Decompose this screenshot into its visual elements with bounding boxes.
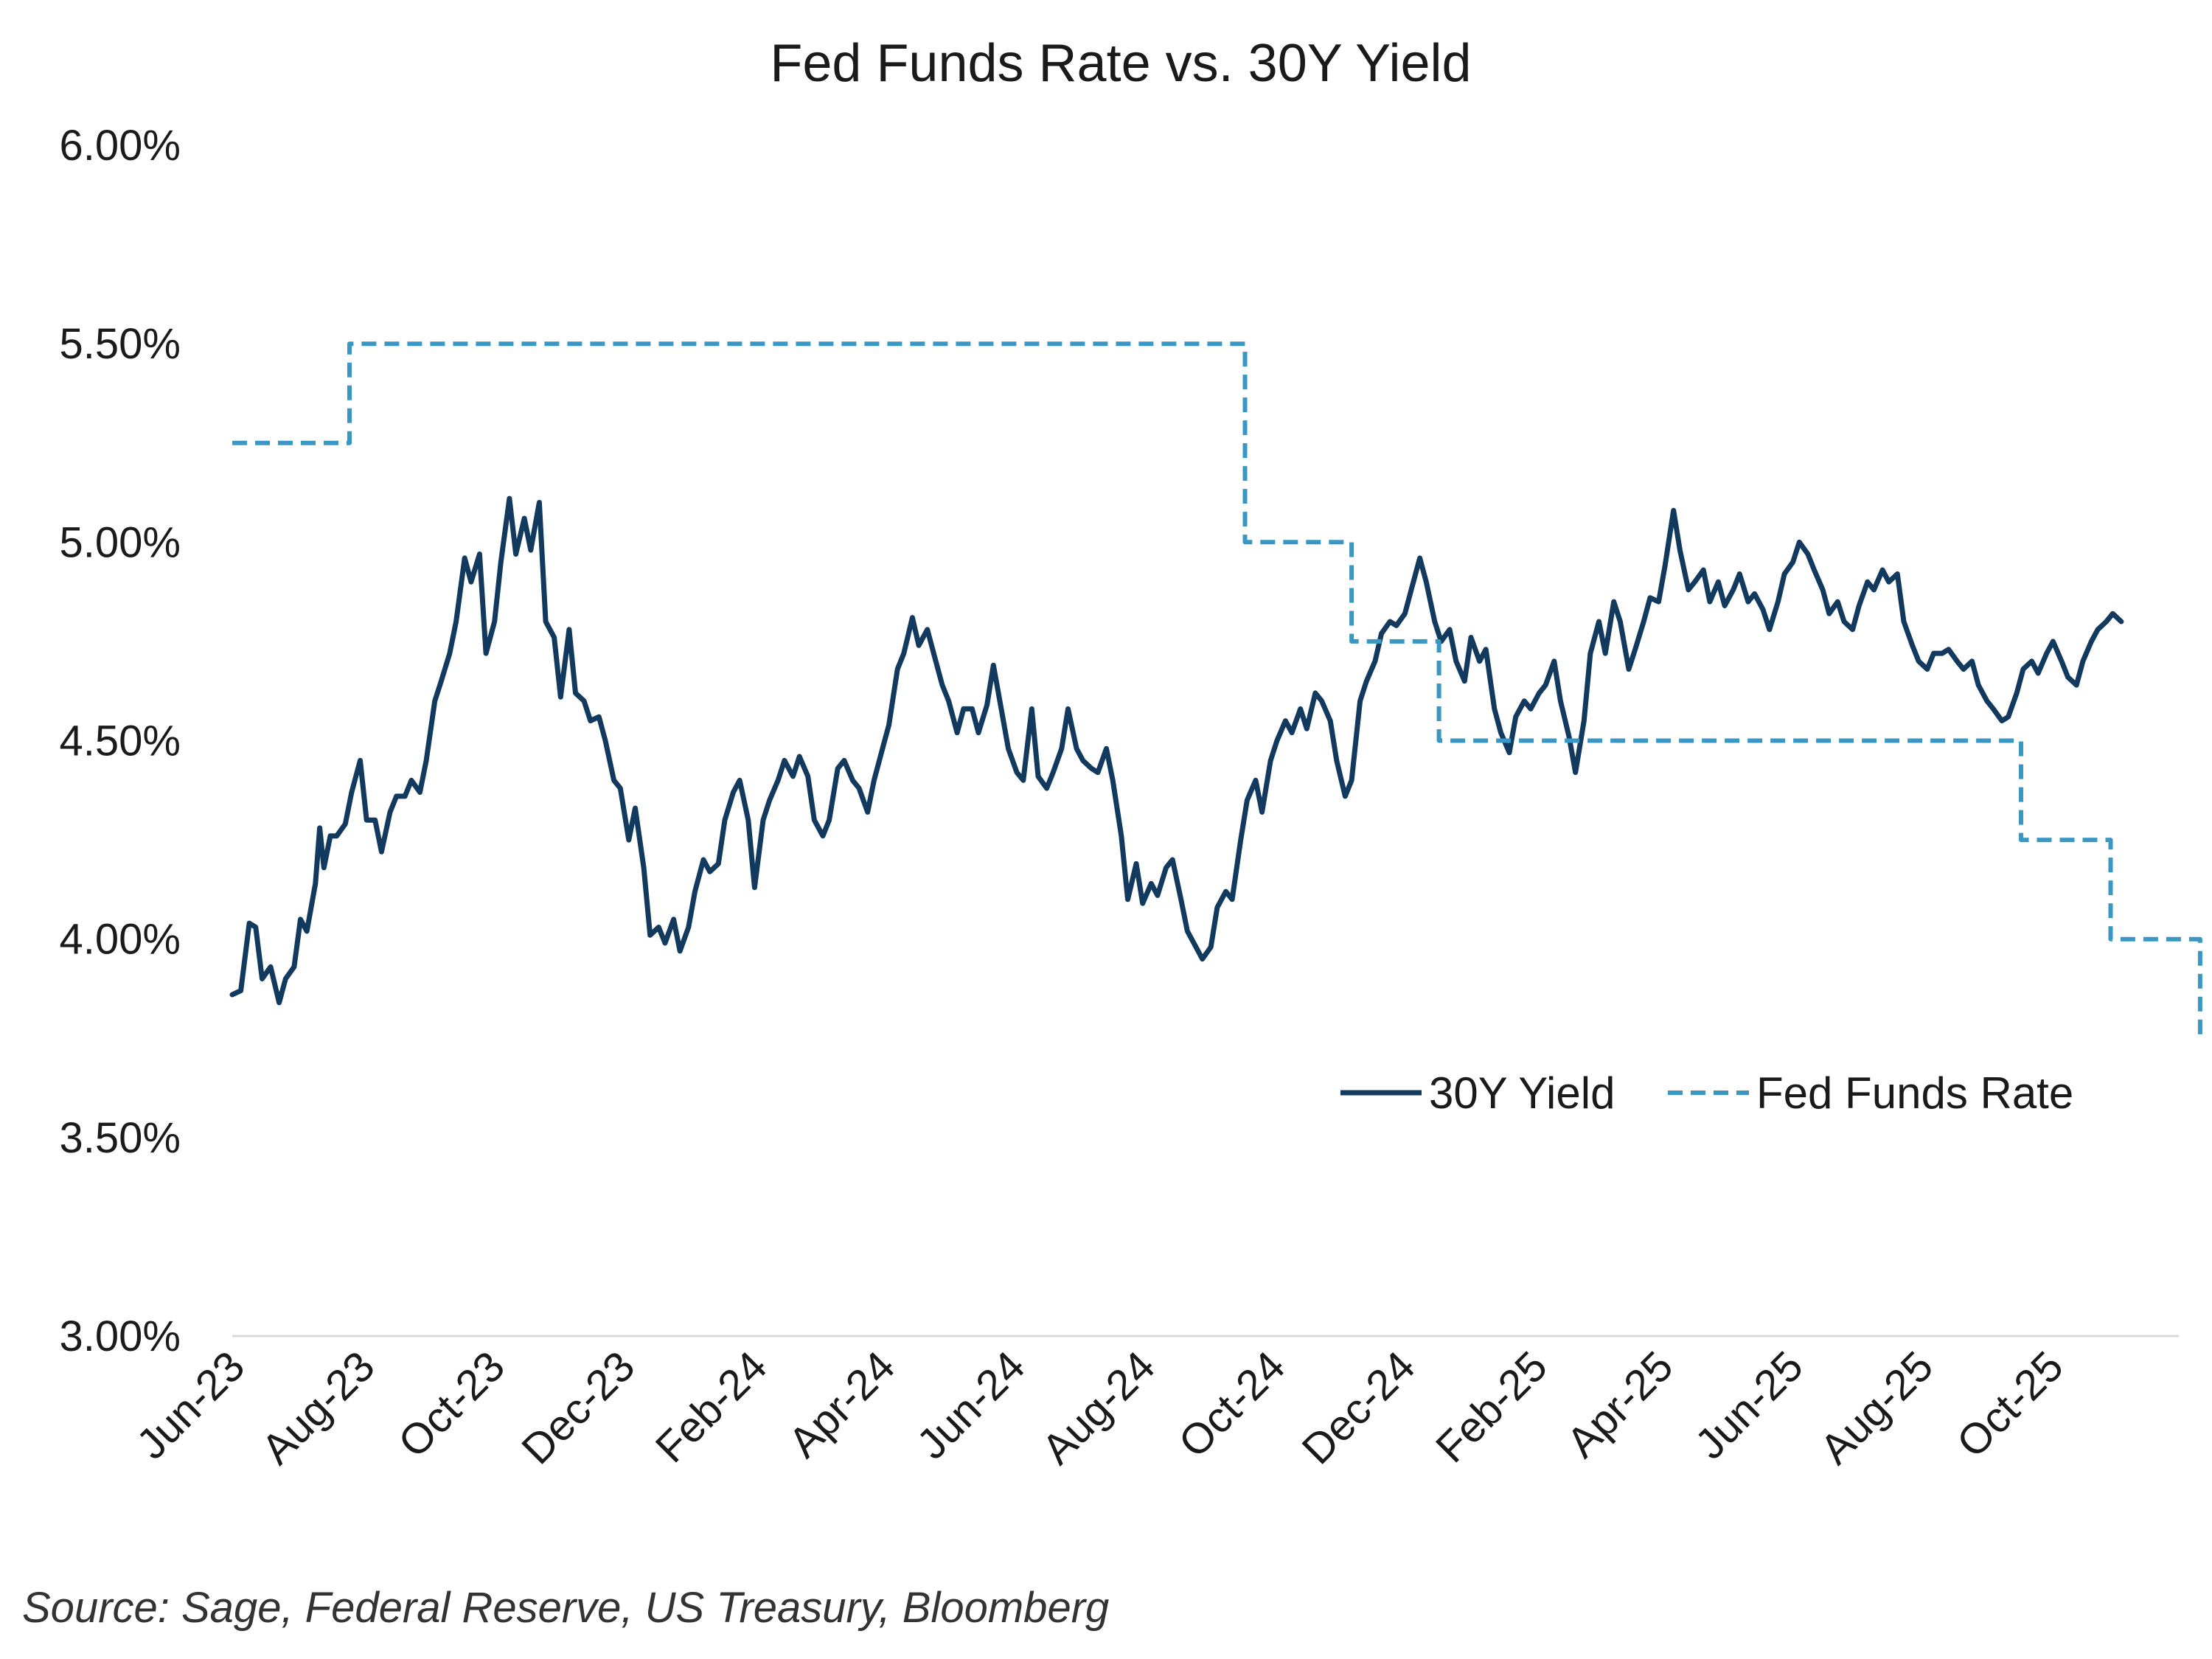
- y-tick-label: 4.00%: [60, 916, 181, 964]
- x-tick-label: Aug-25: [1811, 1342, 1942, 1473]
- y-tick-label: 6.00%: [60, 122, 181, 170]
- x-tick-label: Dec-23: [512, 1342, 644, 1473]
- legend-30y-yield-label: 30Y Yield: [1429, 1068, 1615, 1118]
- y-tick-label: 5.00%: [60, 518, 181, 566]
- x-tick-label: Dec-24: [1293, 1342, 1424, 1473]
- y-tick-label: 4.50%: [60, 717, 181, 765]
- y-tick-label: 5.50%: [60, 320, 181, 368]
- source-note: Source: Sage, Federal Reserve, US Treasu…: [22, 1584, 1109, 1632]
- x-tick-label: Jun-24: [908, 1342, 1034, 1468]
- series-layer: [229, 341, 2202, 1039]
- x-tick-label: Aug-23: [252, 1342, 383, 1473]
- x-tick-label: Apr-25: [1557, 1342, 1682, 1467]
- x-tick-label: Oct-25: [1948, 1342, 2073, 1467]
- y-axis: 3.00% 3.50% 4.00% 4.50% 5.00% 5.50% 6.00%: [60, 122, 181, 1360]
- x-tick-label: Oct-24: [1169, 1342, 1294, 1467]
- x-tick-label: Jun-25: [1686, 1342, 1812, 1468]
- legend: 30Y Yield Fed Funds Rate: [1340, 1068, 2073, 1118]
- chart-title: Fed Funds Rate vs. 30Y Yield: [770, 34, 1471, 93]
- x-tick-label: Feb-25: [1427, 1342, 1557, 1472]
- x-tick-label: Feb-24: [647, 1342, 776, 1472]
- fed-funds-rate-line: [232, 341, 2202, 1039]
- x-tick-label: Jun-23: [128, 1342, 254, 1468]
- y-tick-label: 3.00%: [60, 1312, 181, 1360]
- thirty-year-yield-line: [229, 495, 2124, 1006]
- x-tick-label: Apr-24: [779, 1342, 904, 1467]
- x-tick-label: Oct-23: [389, 1342, 514, 1467]
- legend-fed-funds-rate-label: Fed Funds Rate: [1756, 1068, 2073, 1118]
- x-tick-label: Aug-24: [1033, 1342, 1164, 1473]
- y-tick-label: 3.50%: [60, 1114, 181, 1162]
